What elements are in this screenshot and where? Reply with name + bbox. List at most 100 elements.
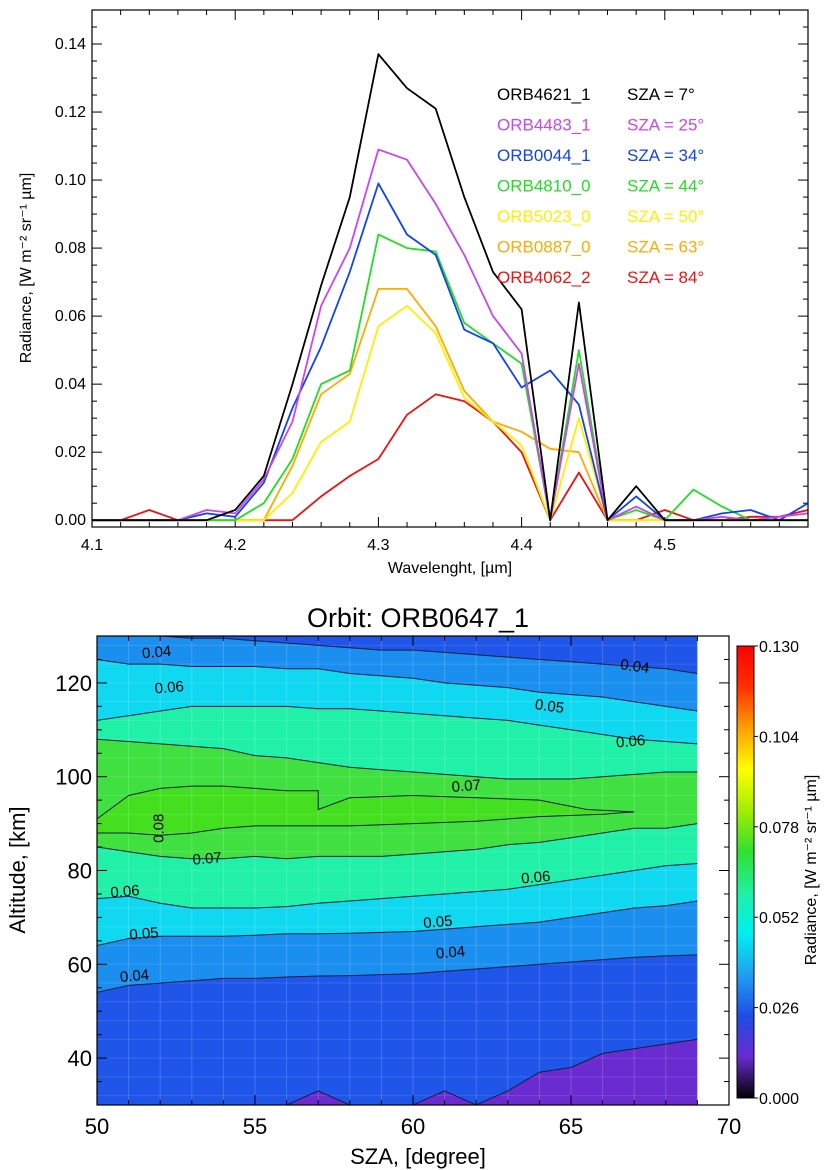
x-tick-label: 4.3 xyxy=(367,537,389,554)
legend-entry-sza: SZA = 50° xyxy=(627,207,704,226)
y-tick-label: 120 xyxy=(55,671,92,696)
contour-band xyxy=(97,954,698,1105)
contour-labels: 0.04 0.04 0.06 0.05 0.06 0.07 0.08 0.07 0.06 0.06… xyxy=(110,643,651,986)
contour-band xyxy=(97,863,698,946)
y-tick-label: 0.04 xyxy=(55,376,86,393)
contour-line xyxy=(97,1038,698,1105)
x-tick-label: 4.1 xyxy=(81,537,103,554)
spectrum-x-tick-labels: 4.1 4.2 4.3 4.4 4.5 xyxy=(81,537,676,554)
contour-label: 0.07 xyxy=(192,849,223,868)
contour-band xyxy=(97,659,698,744)
contour-label: 0.08 xyxy=(150,814,167,843)
spectrum-y-axis-label: Radiance, [W m⁻² sr⁻¹ µm] xyxy=(18,173,35,364)
contour-label: 0.07 xyxy=(451,777,482,796)
contour-chart: Orbit: ORB0647_1 0.040.040.060.050.060.0… xyxy=(5,603,820,1169)
spectrum-y-tick-labels: 0.00 0.02 0.04 0.06 0.08 0.10 0.12 0.14 xyxy=(55,36,86,529)
colorbar-tick-label: 0.026 xyxy=(759,1001,799,1018)
legend-entry-name: ORB4621_1 xyxy=(497,85,591,104)
legend-entry-sza: SZA = 25° xyxy=(627,116,704,135)
contour-label: 0.04 xyxy=(435,943,466,962)
contour-band-peak xyxy=(97,786,635,836)
colorbar-tick-labels: 0.000 0.026 0.052 0.078 0.104 0.130 xyxy=(759,639,799,1108)
y-tick-label: 0.08 xyxy=(55,240,86,257)
contour-x-tick-labels: 50 55 60 65 70 xyxy=(85,1114,741,1139)
x-tick-label: 4.2 xyxy=(224,537,246,554)
contour-line xyxy=(97,738,698,780)
contour-label: 0.05 xyxy=(129,924,160,943)
contour-label: 0.06 xyxy=(154,678,185,697)
contour-label: 0.04 xyxy=(119,966,150,985)
contour-line-peak xyxy=(97,785,635,836)
series-line-ORB4621_1 xyxy=(92,53,808,522)
y-tick-label: 0.14 xyxy=(55,36,86,53)
legend-entry-sza: SZA = 63° xyxy=(627,238,704,257)
x-tick-label: 50 xyxy=(85,1114,109,1139)
contour-label: 0.05 xyxy=(534,696,565,717)
contour-line xyxy=(97,659,698,712)
x-tick-label: 65 xyxy=(559,1114,583,1139)
y-tick-label: 60 xyxy=(68,952,92,977)
y-tick-label: 0.06 xyxy=(55,308,86,325)
series-line-ORB5023_0 xyxy=(92,304,808,522)
contour-x-axis-label: SZA, [degree] xyxy=(350,1144,486,1169)
legend-entry-name: ORB4062_2 xyxy=(497,268,591,287)
legend-entry-name: ORB5023_0 xyxy=(497,207,591,226)
contour-y-tick-labels: 40 60 80 100 120 xyxy=(55,671,92,1071)
y-tick-label: 40 xyxy=(68,1046,92,1071)
x-tick-label: 70 xyxy=(717,1114,741,1139)
contour-line xyxy=(97,705,698,745)
x-tick-label: 4.5 xyxy=(654,537,676,554)
contour-line xyxy=(97,900,698,946)
x-tick-label: 4.4 xyxy=(510,537,532,554)
series-line-ORB0887_0 xyxy=(92,287,808,522)
contour-band xyxy=(97,706,698,779)
contour-label: 0.05 xyxy=(423,913,454,932)
spectrum-series-group xyxy=(92,53,809,522)
contour-band xyxy=(97,636,698,712)
legend-entry-sza: SZA = 84° xyxy=(627,268,704,287)
x-tick-label: 55 xyxy=(243,1114,267,1139)
contour-band xyxy=(97,1039,698,1105)
contour-label: 0.06 xyxy=(110,882,141,901)
legend-entry-name: ORB4483_1 xyxy=(497,116,591,135)
colorbar-ticks xyxy=(754,645,758,1099)
colorbar-tick-label: 0.000 xyxy=(759,1091,799,1108)
y-tick-label: 0.10 xyxy=(55,172,86,189)
contour-band xyxy=(97,823,698,908)
legend-entry-name: ORB0044_1 xyxy=(497,146,591,165)
contour-line xyxy=(97,954,698,993)
contour-band xyxy=(97,636,698,674)
series-line-ORB4810_0 xyxy=(92,233,808,522)
contour-bands xyxy=(97,636,698,1105)
contour-line xyxy=(97,823,698,860)
contour-label: 0.06 xyxy=(615,732,646,751)
legend-entry-sza: SZA = 44° xyxy=(627,177,704,196)
y-tick-label: 80 xyxy=(68,859,92,884)
colorbar: 0.000 0.026 0.052 0.078 0.104 0.130 Radiance,… xyxy=(736,639,820,1108)
y-tick-label: 0.00 xyxy=(55,512,86,529)
contour-chart-title: Orbit: ORB0647_1 xyxy=(307,603,529,633)
contour-grid-lines xyxy=(97,636,698,1105)
spectrum-axis-ticks xyxy=(91,9,809,527)
spectrum-line-chart: 4.1 4.2 4.3 4.4 4.5 0.00 0.02 0.04 0.06 0.08 0.10… xyxy=(18,9,809,577)
contour-line xyxy=(97,863,698,909)
contour-band xyxy=(97,900,698,993)
spectrum-plot-frame xyxy=(91,9,809,528)
colorbar-gradient xyxy=(736,645,755,1099)
contour-label: 0.04 xyxy=(141,643,172,662)
y-tick-label: 100 xyxy=(55,765,92,790)
legend-entry-sza: SZA = 34° xyxy=(627,146,704,165)
spectrum-x-axis-label: Wavelenght, [µm] xyxy=(388,560,512,577)
y-tick-label: 0.02 xyxy=(55,444,86,461)
legend-entry-name: ORB4810_0 xyxy=(497,177,591,196)
contour-lines xyxy=(97,636,698,1105)
colorbar-tick-label: 0.052 xyxy=(759,910,799,927)
series-line-ORB0044_1 xyxy=(92,182,809,522)
legend-entry-sza: SZA = 7° xyxy=(627,85,695,104)
colorbar-tick-label: 0.078 xyxy=(759,820,799,837)
contour-plot-frame xyxy=(96,635,730,1106)
contour-label: 0.04 xyxy=(619,656,650,677)
contour-label: 0.06 xyxy=(521,868,552,887)
spectrum-legend: ORB4621_1 SZA = 7° ORB4483_1 SZA = 25° ORB00… xyxy=(497,85,704,287)
